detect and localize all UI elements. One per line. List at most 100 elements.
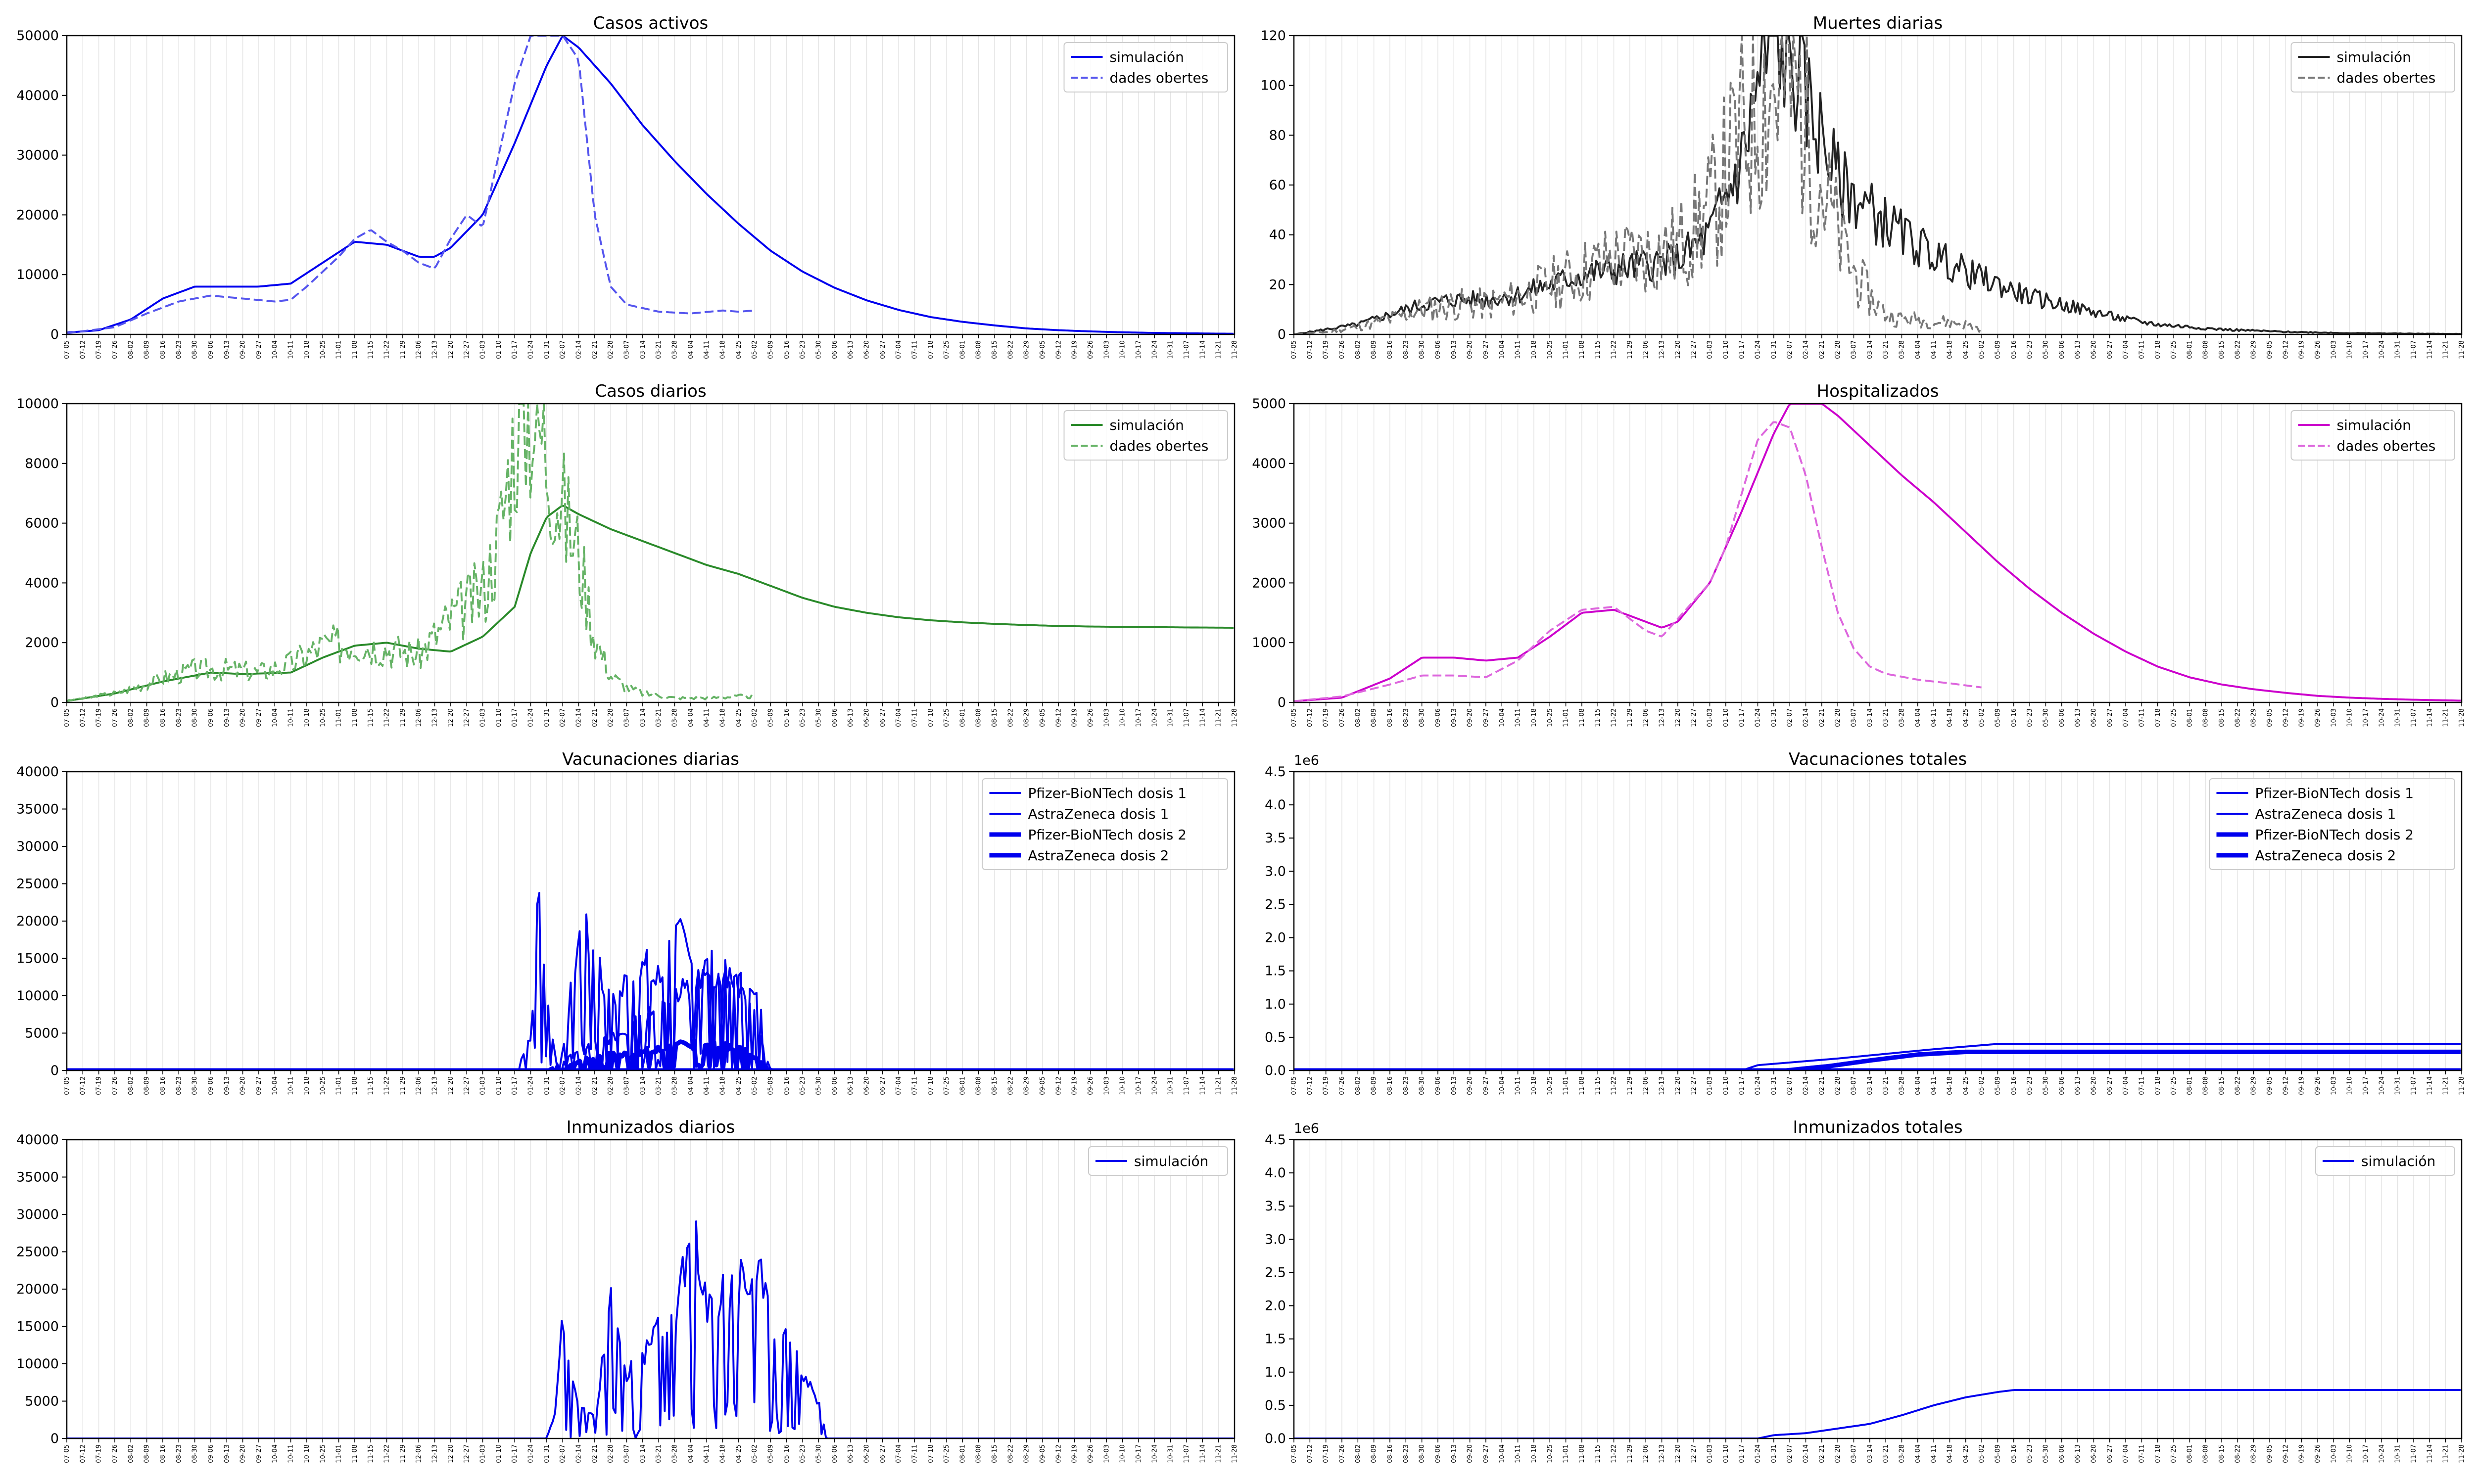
x-tick-label: 04-18: [1946, 340, 1953, 359]
x-tick-label: 06-27: [879, 1076, 887, 1095]
x-tick-label: 02-21: [1818, 1444, 1826, 1463]
x-tick-label: 03-28: [1898, 340, 1905, 359]
x-tick-label: 03-07: [623, 1444, 631, 1463]
y-tick-label: 8000: [25, 456, 59, 471]
x-tick-label: 03-07: [623, 708, 631, 727]
x-tick-label: 09-06: [1434, 1076, 1442, 1095]
x-tick-label: 08-15: [2218, 708, 2226, 727]
x-tick-label: 09-12: [2282, 1076, 2289, 1095]
x-tick-label: 07-19: [1323, 708, 1330, 727]
x-tick-label: 04-18: [1946, 1444, 1953, 1463]
x-tick-label: 06-27: [2106, 340, 2114, 359]
x-tick-label: 12-27: [1690, 1076, 1698, 1095]
x-tick-label: 09-05: [2266, 1076, 2274, 1095]
x-tick-label: 10-03: [1103, 1444, 1110, 1463]
x-tick-label: 08-01: [2186, 340, 2193, 359]
x-tick-label: 07-19: [1323, 340, 1330, 359]
x-tick-label: 11-21: [1215, 1444, 1223, 1463]
series-line-1: [67, 1220, 1234, 1438]
x-tick-label: 07-05: [1290, 1444, 1298, 1463]
y-tick-label: 0: [1278, 695, 1286, 710]
x-tick-label: 05-30: [815, 1444, 822, 1463]
legend-label: AstraZeneca dosis 1: [2255, 806, 2396, 822]
x-tick-label: 06-27: [2106, 708, 2114, 727]
x-tick-label: 09-05: [1039, 708, 1047, 727]
legend: simulación dades obertes: [2290, 410, 2455, 461]
x-tick-label: 09-27: [255, 1444, 263, 1463]
x-tick-label: 09-05: [2266, 1444, 2274, 1463]
x-tick-label: 09-27: [1482, 1444, 1490, 1463]
x-tick-label: 01-03: [1707, 1444, 1714, 1463]
y-tick-label: 25000: [16, 1245, 59, 1260]
x-tick-label: 09-26: [1087, 1076, 1094, 1095]
x-tick-label: 07-25: [943, 340, 951, 359]
legend: simulación dades obertes: [1063, 410, 1228, 461]
y-tick-label: 3000: [1252, 516, 1286, 531]
x-tick-label: 08-22: [1007, 1076, 1014, 1095]
x-tick-label: 09-27: [255, 1076, 263, 1095]
x-tick-label: 01-24: [1755, 1444, 1762, 1463]
x-tick-label: 10-18: [1530, 1444, 1538, 1463]
x-tick-label: 08-02: [127, 1444, 135, 1463]
legend-box: [982, 778, 1228, 870]
legend: simulación: [2315, 1146, 2455, 1176]
x-tick-label: 11-29: [399, 1076, 407, 1095]
x-tick-label: 08-16: [1386, 1444, 1394, 1463]
x-tick-label: 08-09: [1371, 1444, 1378, 1463]
x-tick-label: 04-18: [719, 340, 726, 359]
x-tick-label: 04-11: [1930, 1076, 1938, 1095]
x-tick-label: 02-28: [1834, 340, 1842, 359]
x-tick-label: 07-25: [943, 708, 951, 727]
x-tick-label: 11-15: [367, 340, 375, 359]
x-tick-label: 02-28: [607, 708, 615, 727]
x-tick-label: 05-23: [2026, 1076, 2034, 1095]
x-tick-label: 12-20: [447, 1444, 455, 1463]
y-tick-label: 40000: [16, 88, 59, 103]
x-tick-label: 11-21: [1215, 340, 1223, 359]
x-tick-label: 09-13: [1450, 1076, 1458, 1095]
chart-title: Casos diarios: [595, 381, 706, 401]
x-tick-label: 11-22: [383, 1076, 391, 1095]
x-tick-label: 10-04: [1498, 1444, 1506, 1463]
x-tick-label: 11-08: [1578, 708, 1586, 727]
x-tick-label: 08-23: [175, 1076, 183, 1095]
x-tick-label: 07-19: [95, 1444, 103, 1463]
plot-frame: [1293, 771, 2463, 1071]
x-tick-label: 11-28: [2458, 1444, 2466, 1463]
x-tick-label: 10-04: [271, 1444, 279, 1463]
x-tick-label: 06-27: [879, 340, 887, 359]
series-line-2: [67, 969, 1234, 1070]
x-tick-label: 10-31: [2394, 1076, 2402, 1095]
x-tick-label: 05-02: [751, 1076, 759, 1095]
x-tick-label: 05-09: [767, 1076, 774, 1095]
x-tick-label: 04-25: [735, 1076, 743, 1095]
x-tick-label: 01-03: [479, 1444, 487, 1463]
x-tick-label: 05-30: [2042, 1076, 2049, 1095]
x-tick-label: 10-11: [1515, 708, 1522, 727]
x-tick-label: 05-23: [2026, 340, 2034, 359]
x-tick-label: 03-28: [1898, 1076, 1905, 1095]
x-tick-label: 04-04: [687, 708, 695, 727]
x-tick-label: 09-20: [239, 1444, 247, 1463]
x-tick-label: 06-27: [879, 1444, 887, 1463]
x-tick-label: 02-14: [1803, 1444, 1810, 1463]
x-tick-label: 04-04: [1914, 708, 1922, 727]
x-tick-label: 07-25: [2170, 340, 2178, 359]
legend-box: [2290, 410, 2455, 461]
x-tick-label: 10-10: [1119, 1076, 1127, 1095]
x-tick-label: 09-05: [2266, 340, 2274, 359]
x-tick-label: 09-12: [1055, 340, 1062, 359]
x-tick-label: 08-01: [959, 1076, 966, 1095]
x-tick-label: 07-11: [2138, 1444, 2145, 1463]
x-tick-label: 05-30: [815, 708, 822, 727]
x-tick-label: 01-10: [1722, 1444, 1730, 1463]
x-tick-label: 09-27: [1482, 708, 1490, 727]
x-tick-label: 07-25: [2170, 1076, 2178, 1095]
x-tick-label: 11-08: [1578, 340, 1586, 359]
x-tick-label: 05-23: [799, 1076, 807, 1095]
x-tick-label: 11-29: [1626, 1076, 1634, 1095]
x-tick-label: 10-18: [1530, 340, 1538, 359]
x-tick-label: 06-20: [863, 1444, 870, 1463]
x-tick-label: 12-20: [447, 708, 455, 727]
legend-box: [1063, 42, 1228, 93]
